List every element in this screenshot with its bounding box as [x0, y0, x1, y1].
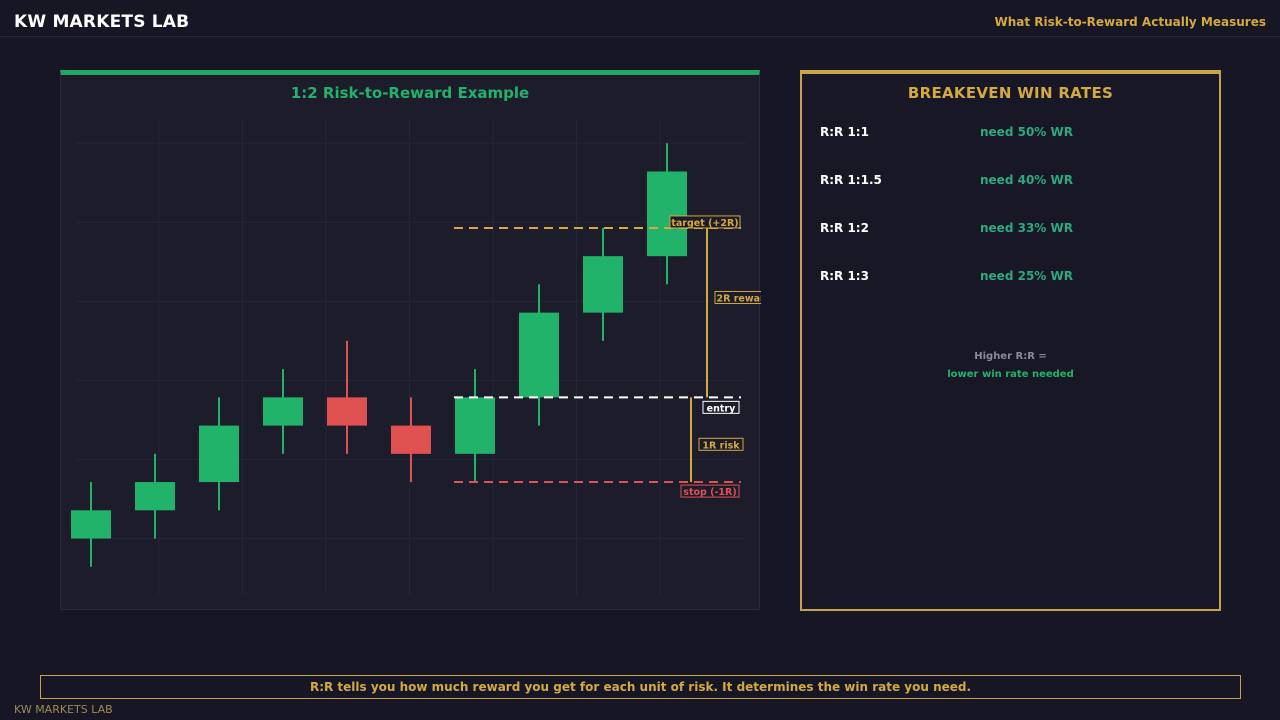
rate-value: need 25% WR [980, 269, 1073, 283]
risk-label-box [698, 437, 744, 451]
candle-body [455, 397, 495, 454]
candle-body [199, 425, 239, 483]
rate-label: R:R 1:1 [820, 125, 869, 139]
entry-label: entry [707, 403, 736, 414]
rate-value: need 40% WR [980, 173, 1073, 187]
rates-title: BREAKEVEN WIN RATES [907, 84, 1114, 102]
entry-label-box [702, 400, 740, 414]
candle-body [327, 397, 367, 426]
rate-row: R:R 1:2 need 33% WR [802, 221, 1219, 241]
breakeven-rates-panel: BREAKEVEN WIN RATES R:R 1:1 need 50% WR … [800, 70, 1221, 611]
brand-title: KW MARKETS LAB [14, 12, 190, 32]
chart-title: 1:2 Risk-to-Reward Example [290, 84, 530, 102]
footer-watermark: KW MARKETS LAB [14, 703, 113, 716]
stop-label: stop (-1R) [683, 487, 736, 498]
rate-value: need 33% WR [980, 221, 1073, 235]
candle-body [263, 397, 303, 426]
footer-text: R:R tells you how much reward you get fo… [309, 680, 972, 694]
footer-callout: R:R tells you how much reward you get fo… [40, 675, 1241, 699]
chart-panel: target (+2R) entry stop (-1R) 2R reward 1R r… [60, 70, 761, 610]
candle-body [391, 425, 431, 454]
target-label: target (+2R) [671, 218, 738, 229]
rates-note-conclusion: lower win rate needed [947, 369, 1074, 380]
stop-label-box [680, 484, 740, 498]
rate-row: R:R 1:1.5 need 40% WR [802, 173, 1219, 193]
reward-label: 2R reward [716, 293, 761, 304]
rate-value: need 50% WR [980, 125, 1073, 139]
candle-body [71, 510, 111, 539]
candle-body [135, 482, 175, 511]
page-subtitle: What Risk-to-Reward Actually Measures [994, 15, 1266, 29]
rate-label: R:R 1:1.5 [820, 173, 882, 187]
candlestick-chart: target (+2R) entry stop (-1R) 2R reward 1R r… [71, 120, 761, 595]
target-label-box [669, 215, 741, 229]
rate-row: R:R 1:1 need 50% WR [802, 125, 1219, 145]
reward-label-box [714, 290, 761, 304]
rate-row: R:R 1:3 need 25% WR [802, 269, 1219, 289]
candle-body [583, 256, 623, 313]
candle-body [519, 312, 559, 398]
rate-label: R:R 1:3 [820, 269, 869, 283]
candle-body [647, 171, 687, 257]
rate-label: R:R 1:2 [820, 221, 869, 235]
risk-label: 1R risk [702, 440, 740, 451]
rates-note-heading: Higher R:R = [974, 351, 1047, 362]
top-bar: KW MARKETS LAB What Risk-to-Reward Actua… [0, 0, 1280, 37]
